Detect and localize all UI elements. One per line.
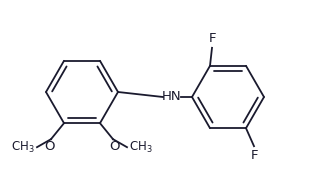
Text: CH$_3$: CH$_3$ <box>11 140 35 155</box>
Text: F: F <box>250 149 258 162</box>
Text: HN: HN <box>162 91 182 104</box>
Text: O: O <box>109 140 119 153</box>
Text: O: O <box>45 140 55 153</box>
Text: F: F <box>208 32 216 45</box>
Text: CH$_3$: CH$_3$ <box>129 140 153 155</box>
